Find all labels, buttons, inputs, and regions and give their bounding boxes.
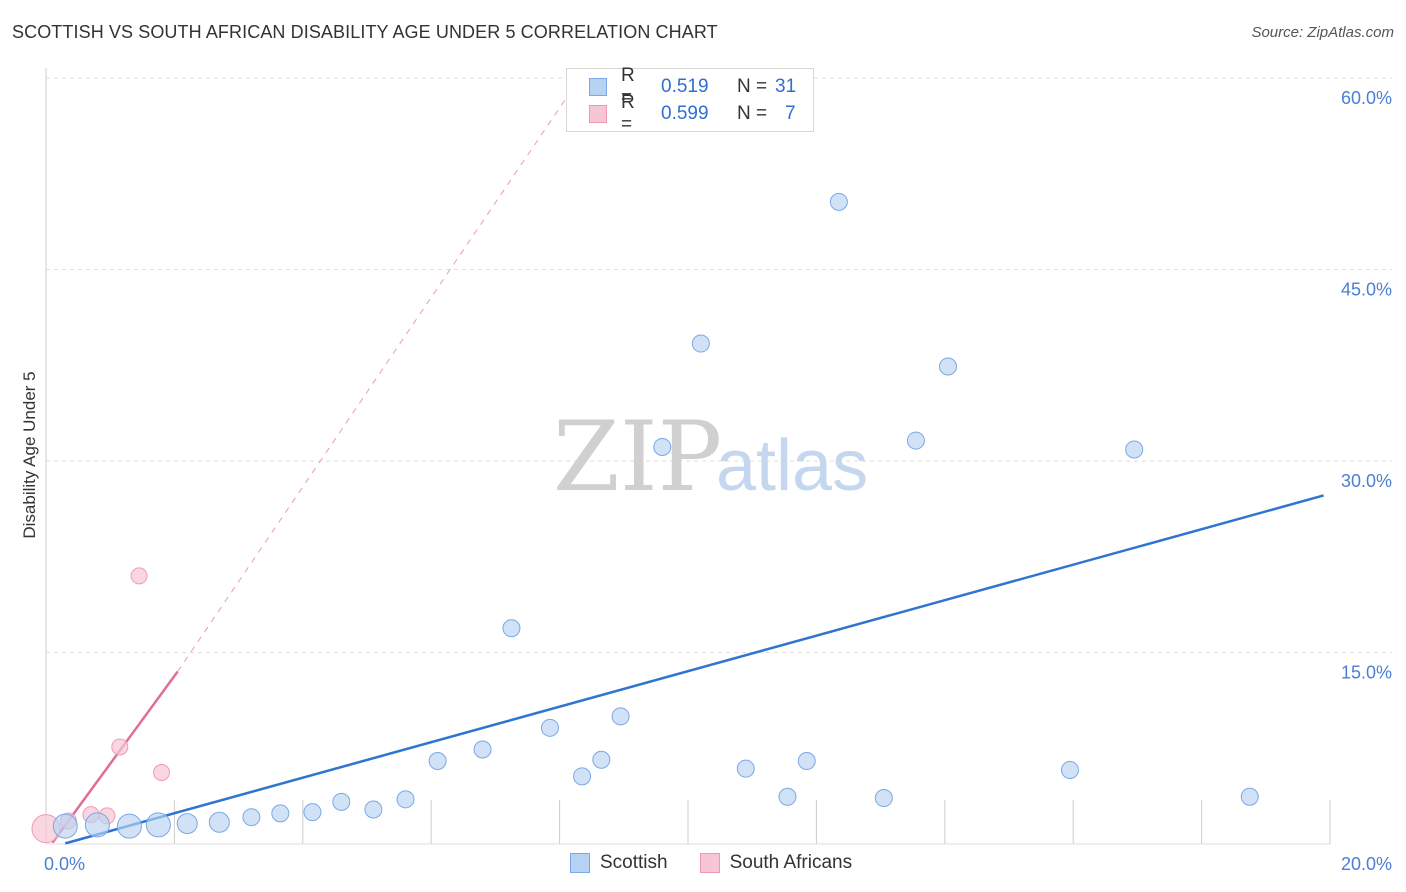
- scottish-trend-line: [64, 494, 1324, 845]
- scottish-point: [473, 740, 492, 759]
- scottish-point: [396, 790, 415, 809]
- n-label: N =: [737, 103, 768, 124]
- scottish-point: [116, 813, 142, 839]
- scottish-point: [428, 752, 447, 771]
- x-tick-label: 20.0%: [1341, 854, 1392, 874]
- scottish-point: [939, 357, 958, 376]
- scottish-swatch: [589, 78, 607, 96]
- scottish-point: [691, 334, 710, 353]
- legend-row-scottish: R = 0.519 N = 31: [589, 65, 797, 108]
- south-africans-point: [111, 738, 129, 756]
- series-legend: Scottish South Africans: [570, 852, 884, 874]
- n-value: 7: [785, 103, 796, 124]
- scottish-point: [797, 752, 816, 771]
- watermark-zip: ZIP: [553, 401, 722, 513]
- scottish-point: [874, 789, 893, 808]
- source-label: Source: ZipAtlas.com: [1251, 24, 1394, 41]
- scottish-point: [1060, 760, 1079, 779]
- south-africans-point: [130, 567, 148, 585]
- r-label: R =: [621, 65, 635, 108]
- south-africans-swatch: [589, 105, 607, 123]
- data-points: [31, 192, 1259, 844]
- scottish-point: [271, 804, 290, 823]
- grid-layer: [45, 68, 1392, 845]
- scottish-point: [736, 759, 755, 778]
- n-value: 31: [775, 76, 797, 97]
- scottish-point: [829, 192, 848, 211]
- south-africans-trend-extension: [177, 98, 567, 672]
- n-label: N =: [737, 76, 768, 97]
- legend-row-south-africans: R = 0.599 N = 7: [589, 92, 796, 135]
- scottish-point: [778, 787, 797, 806]
- y-tick-label: 60.0%: [1341, 88, 1392, 108]
- scottish-point: [1240, 787, 1259, 806]
- south-africans-point: [153, 764, 171, 782]
- scottish-point: [52, 813, 78, 839]
- scottish-point: [502, 619, 521, 638]
- correlation-legend: R = 0.519 N = 31 R = 0.599 N = 7: [566, 65, 814, 135]
- scottish-point: [592, 750, 611, 769]
- scottish-point: [611, 707, 630, 726]
- scottish-point: [906, 431, 925, 450]
- watermark: ZIP atlas: [553, 401, 868, 513]
- legend-item-south-africans[interactable]: South Africans: [699, 852, 853, 874]
- r-label: R =: [621, 92, 635, 135]
- axis-ticks: 15.0% 30.0% 45.0% 60.0% 0.0% 20.0%: [44, 88, 1392, 874]
- legend-label-south-africans: South Africans: [729, 852, 853, 873]
- south-africans-swatch: [699, 853, 720, 873]
- scottish-point: [573, 767, 592, 786]
- legend-label-scottish: Scottish: [600, 852, 668, 873]
- chart-title: SCOTTISH VS SOUTH AFRICAN DISABILITY AGE…: [12, 22, 718, 42]
- scottish-point: [84, 812, 110, 838]
- scottish-point: [653, 437, 672, 456]
- x-tick-label: 0.0%: [44, 854, 85, 874]
- y-tick-label: 45.0%: [1341, 280, 1392, 300]
- legend-item-scottish[interactable]: Scottish: [570, 852, 668, 874]
- scottish-point: [1125, 440, 1144, 459]
- scottish-point: [208, 811, 230, 833]
- scottish-point: [145, 812, 171, 838]
- r-value: 0.519: [661, 76, 709, 97]
- scottish-point: [176, 813, 198, 835]
- scottish-point: [332, 792, 351, 811]
- y-tick-label: 15.0%: [1341, 663, 1392, 683]
- y-tick-label: 30.0%: [1341, 471, 1392, 491]
- scottish-point: [303, 803, 322, 822]
- scottish-swatch: [570, 853, 590, 873]
- scottish-point: [364, 800, 383, 819]
- r-value: 0.599: [661, 103, 709, 124]
- scottish-point: [242, 808, 261, 827]
- watermark-atlas: atlas: [716, 426, 868, 506]
- scottish-point: [540, 718, 559, 737]
